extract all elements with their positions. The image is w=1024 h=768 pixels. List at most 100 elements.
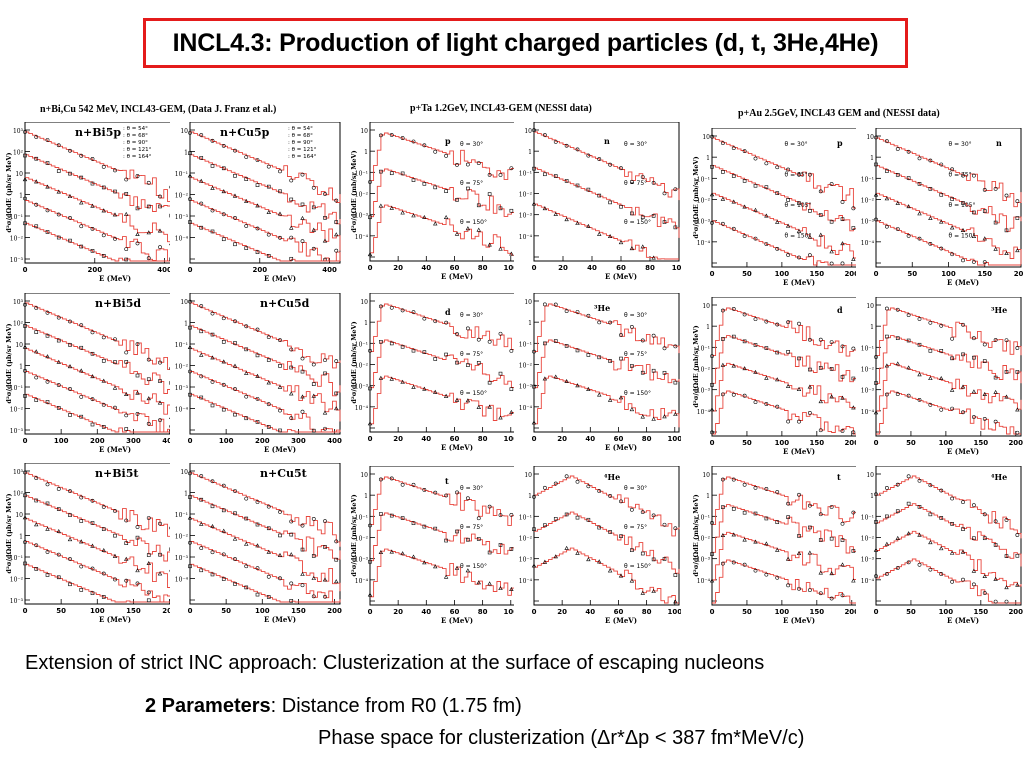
y-tick-label: 10⁻² (355, 536, 369, 543)
y-tick-label: 10 (180, 299, 188, 306)
plot-frame (189, 122, 341, 264)
x-axis-label: E (MeV) (264, 445, 296, 454)
y-axis-label: d²σ/dΩdE (μb/sr MeV) (5, 493, 13, 573)
plot-frame (711, 128, 858, 268)
model-curve (534, 131, 680, 201)
y-tick-label: 10 (15, 342, 23, 349)
x-tick-label: 100 (775, 439, 790, 447)
model-curve (534, 475, 680, 537)
x-tick-label: 50 (221, 607, 231, 615)
y-tick-label: 1 (870, 324, 874, 331)
x-tick-label: 50 (742, 439, 752, 447)
y-tick-label: 10⁻⁴ (697, 240, 711, 247)
y-tick-label: 10⁻² (519, 363, 533, 370)
model-curve (876, 503, 1022, 567)
y-tick-label: 1 (870, 493, 874, 500)
model-curve (712, 362, 858, 412)
angle-legend-entry: : θ = 164° (288, 154, 317, 160)
y-tick-label: 10 (866, 134, 874, 141)
model-curve (712, 531, 858, 581)
x-axis-label: E (MeV) (605, 616, 637, 625)
caption-line-3: Phase space for clusterization (Δr*Δp < … (318, 727, 805, 749)
x-tick-label: 80 (478, 435, 488, 443)
caption-line-2: 2 Parameters: Distance from R0 (1.75 fm) (145, 695, 522, 718)
angle-label: θ = 150° (624, 563, 651, 570)
model-curve (712, 192, 858, 265)
angle-label: θ = 75° (624, 351, 647, 358)
y-tick-label: 10⁻² (697, 367, 711, 374)
angle-legend-entry: : θ = 90° (288, 140, 313, 146)
model-curve (190, 348, 341, 422)
angle-label: θ = 30° (624, 485, 647, 492)
x-tick-label: 100 (503, 435, 517, 443)
caption-bold: 2 Parameters (145, 695, 271, 717)
panel-label: n+Bi5d (95, 297, 141, 310)
y-tick-label: 1 (528, 493, 532, 500)
x-tick-label: 40 (421, 435, 431, 443)
model-curve (190, 325, 341, 397)
angle-label: θ = 150° (785, 233, 812, 240)
y-tick-label: 10⁻² (10, 407, 24, 414)
y-tick-label: 10⁻⁴ (697, 409, 711, 416)
panel-label: n (996, 138, 1002, 148)
x-tick-label: 60 (614, 435, 624, 443)
y-tick-label: 1 (19, 534, 23, 541)
y-axis-label: d²σ/dΩdE (mb/sr MeV) (692, 156, 700, 238)
x-tick-label: 40 (421, 608, 431, 616)
angle-label: θ = 150° (460, 390, 487, 397)
x-tick-label: 60 (450, 608, 460, 616)
y-tick-label: 10² (13, 491, 24, 498)
model-curve (712, 559, 858, 604)
y-tick-label: 10⁻⁴ (519, 405, 533, 412)
model-curve (25, 325, 176, 394)
model-curve (876, 390, 1021, 435)
x-tick-label: 100 (775, 270, 790, 278)
x-tick-label: 20 (393, 608, 403, 616)
y-tick-label: 10⁻¹ (175, 171, 188, 178)
y-tick-label: 10⁻³ (519, 384, 533, 391)
x-tick-label: 40 (585, 608, 595, 616)
panel-label: n+Bi5t (95, 467, 139, 480)
x-axis-label: E (MeV) (605, 443, 637, 452)
y-tick-label: 1 (184, 321, 188, 328)
x-axis-label: E (MeV) (441, 272, 473, 281)
y-tick-label: 10⁻³ (861, 557, 875, 564)
x-tick-label: 80 (478, 608, 488, 616)
spectrum-panel-ta_p: 10 1 10⁻¹ 10⁻² 10⁻³ 10⁻⁴ 0 20 40 60 80 100 E (MeV) d²… (350, 122, 517, 287)
y-axis-label: d²σ/dΩdE (mb/sr MeV) (350, 150, 358, 232)
y-tick-label: 10⁻¹ (10, 214, 23, 221)
model-curve (25, 472, 176, 537)
x-axis-label: E (MeV) (783, 278, 815, 287)
model-curve (370, 204, 516, 256)
y-tick-label: 10⁻⁴ (861, 240, 875, 247)
y-tick-label: 10 (524, 299, 532, 306)
x-tick-label: 400 (327, 437, 342, 445)
model-curve (712, 504, 858, 554)
y-tick-label: 10⁻⁴ (861, 578, 875, 585)
x-tick-label: 200 (1008, 608, 1023, 616)
y-tick-label: 10⁻¹ (861, 514, 874, 521)
y-tick-label: 10³ (13, 299, 24, 306)
spectrum-panel-cu5d: 10 1 10⁻¹ 10⁻² 10⁻³ 10⁻⁴ 0 100 200 300 400 E (MeV) n… (170, 293, 342, 460)
y-tick-label: 10⁻³ (697, 219, 711, 226)
y-tick-label: 10⁻⁴ (175, 577, 189, 584)
y-tick-label: 10 (180, 128, 188, 135)
y-tick-label: 10⁻⁴ (861, 409, 875, 416)
x-tick-label: 50 (56, 607, 66, 615)
angle-legend-entry: : θ = 54° (288, 126, 313, 132)
y-tick-label: 10⁻³ (175, 214, 189, 221)
y-tick-label: 10⁻² (175, 364, 189, 371)
angle-legend-entry: : θ = 121° (123, 147, 152, 153)
x-tick-label: 100 (939, 608, 954, 616)
y-tick-label: 10⁻¹ (697, 345, 710, 352)
x-tick-label: 200 (255, 437, 270, 445)
model-curve (370, 339, 516, 389)
y-tick-label: 10⁻² (519, 536, 533, 543)
y-tick-label: 10⁻³ (355, 213, 369, 220)
y-tick-label: 10⁻¹ (519, 170, 532, 177)
x-tick-label: 60 (450, 264, 460, 272)
model-curve (876, 335, 1022, 384)
x-axis-label: E (MeV) (99, 615, 131, 624)
y-tick-label: 10⁻² (10, 577, 24, 584)
x-tick-label: 0 (23, 437, 28, 445)
